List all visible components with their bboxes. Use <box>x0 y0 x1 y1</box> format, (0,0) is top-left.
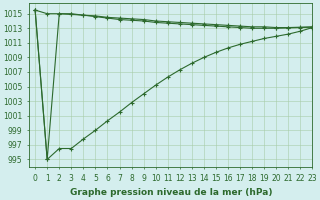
X-axis label: Graphe pression niveau de la mer (hPa): Graphe pression niveau de la mer (hPa) <box>69 188 272 197</box>
